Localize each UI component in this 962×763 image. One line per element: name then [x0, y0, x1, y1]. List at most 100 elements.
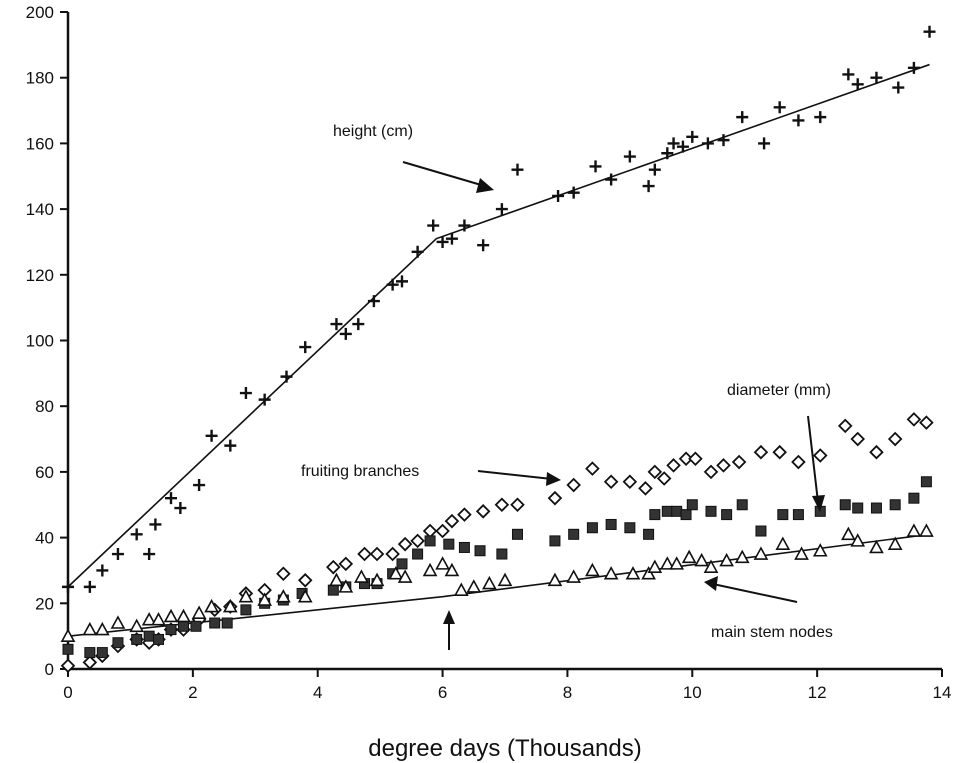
data-point-main-stem-nodes	[151, 612, 166, 626]
data-point-main-stem-nodes	[444, 562, 460, 577]
data-point-height-cm	[552, 189, 565, 202]
data-point-height-cm	[205, 429, 218, 442]
data-point-main-stem-nodes	[734, 549, 750, 564]
data-point-main-stem-nodes	[222, 598, 238, 613]
data-point-height-cm	[773, 101, 786, 114]
data-point-fruiting-branches	[812, 448, 828, 463]
y-tick-label: 180	[26, 69, 54, 88]
x-tick-label: 0	[63, 683, 72, 702]
data-point-diameter-mm	[839, 499, 851, 511]
data-point-main-stem-nodes	[82, 621, 98, 636]
arrow-diameter	[807, 415, 819, 503]
arrowhead-diameter	[812, 495, 825, 512]
data-point-fruiting-branches	[457, 507, 472, 522]
x-tick-label: 12	[808, 683, 827, 702]
data-point-main-stem-nodes	[850, 533, 866, 547]
data-point-height-cm	[642, 180, 655, 193]
data-point-fruiting-branches	[475, 504, 491, 519]
data-point-fruiting-branches	[869, 444, 884, 460]
data-point-diameter-mm	[686, 499, 698, 511]
data-point-main-stem-nodes	[257, 592, 272, 606]
data-point-fruiting-branches	[326, 559, 341, 575]
arrow-fruiting-branches	[477, 470, 553, 480]
data-point-height-cm	[605, 173, 618, 186]
data-point-diameter-mm	[177, 620, 189, 632]
data-point-height-cm	[792, 114, 805, 127]
arrowhead-main-stem-nodes	[704, 576, 718, 591]
data-point-height-cm	[477, 239, 490, 252]
data-point-height-cm	[367, 295, 380, 308]
data-point-height-cm	[661, 147, 674, 160]
data-point-main-stem-nodes	[703, 559, 719, 573]
arrow-main-stem-nodes	[712, 583, 798, 603]
data-point-diameter-mm	[920, 476, 932, 488]
data-point-fruiting-branches	[547, 490, 563, 506]
data-point-fruiting-branches	[297, 573, 313, 588]
data-point-main-stem-nodes	[719, 552, 734, 567]
data-point-diameter-mm	[889, 499, 901, 511]
data-point-diameter-mm	[792, 509, 804, 521]
annotation-fruiting-branches: fruiting branches	[301, 463, 419, 480]
data-point-main-stem-nodes	[566, 569, 582, 583]
data-point-diameter-mm	[852, 502, 864, 514]
y-tick-label: 60	[35, 463, 54, 482]
data-point-height-cm	[280, 370, 293, 383]
data-point-height-cm	[165, 492, 178, 505]
data-point-fruiting-branches	[919, 415, 934, 430]
data-point-diameter-mm	[190, 620, 202, 632]
arrowhead-transition-marker	[443, 610, 455, 624]
x-axis-label: degree days (Thousands)	[368, 735, 642, 762]
data-point-height-cm	[445, 232, 458, 245]
x-tick-label: 4	[313, 683, 322, 702]
data-point-height-cm	[339, 327, 352, 340]
data-point-diameter-mm	[143, 630, 155, 642]
y-tick-label: 120	[26, 266, 54, 285]
data-point-diameter-mm	[396, 558, 408, 570]
data-point-diameter-mm	[153, 633, 165, 645]
data-point-diameter-mm	[412, 548, 424, 560]
data-point-fruiting-branches	[494, 497, 510, 513]
data-point-fruiting-branches	[510, 497, 525, 513]
x-ticks: 0 2 4 6 8 10 12 14	[63, 669, 951, 702]
y-ticks: 0 20 40 60 80 100 120 140 160 180 200	[26, 3, 68, 679]
data-point-main-stem-nodes	[482, 575, 497, 590]
data-point-height-cm	[495, 203, 508, 216]
data-point-diameter-mm	[240, 604, 252, 616]
data-point-diameter-mm	[62, 643, 74, 655]
arrowhead-fruiting-branches	[546, 472, 561, 486]
data-point-fruiting-branches	[385, 546, 400, 562]
data-point-diameter-mm	[649, 509, 661, 521]
data-point-diameter-mm	[586, 522, 598, 534]
data-point-diameter-mm	[870, 502, 882, 514]
data-point-diameter-mm	[221, 617, 233, 629]
annotations: height (cm) diameter (mm) fruiting branc…	[301, 123, 833, 650]
data-point-main-stem-nodes	[466, 579, 482, 593]
annotation-diameter: diameter (mm)	[727, 382, 831, 399]
data-point-height-cm	[907, 61, 920, 74]
series-height-cm	[62, 25, 936, 593]
data-point-height-cm	[623, 150, 636, 163]
data-point-diameter-mm	[661, 505, 673, 517]
data-point-fruiting-branches	[622, 474, 638, 490]
data-point-main-stem-nodes	[338, 579, 354, 593]
data-point-main-stem-nodes	[110, 615, 126, 629]
data-point-main-stem-nodes	[422, 562, 438, 577]
y-tick-label: 200	[26, 3, 54, 22]
data-point-diameter-mm	[96, 647, 108, 659]
data-point-main-stem-nodes	[60, 628, 76, 642]
data-point-height-cm	[386, 278, 399, 291]
data-point-main-stem-nodes	[585, 562, 600, 577]
data-point-main-stem-nodes	[141, 612, 157, 626]
data-point-fruiting-branches	[716, 458, 731, 473]
data-point-main-stem-nodes	[204, 598, 219, 613]
annotation-height: height (cm)	[333, 123, 413, 140]
data-point-main-stem-nodes	[812, 543, 828, 557]
data-point-height-cm	[149, 518, 162, 531]
data-point-fruiting-branches	[688, 451, 703, 467]
data-point-diameter-mm	[131, 633, 143, 645]
data-point-height-cm	[851, 78, 864, 91]
data-point-main-stem-nodes	[669, 556, 685, 570]
data-point-height-cm	[96, 564, 109, 577]
data-point-diameter-mm	[680, 509, 692, 521]
data-point-height-cm	[143, 548, 156, 561]
